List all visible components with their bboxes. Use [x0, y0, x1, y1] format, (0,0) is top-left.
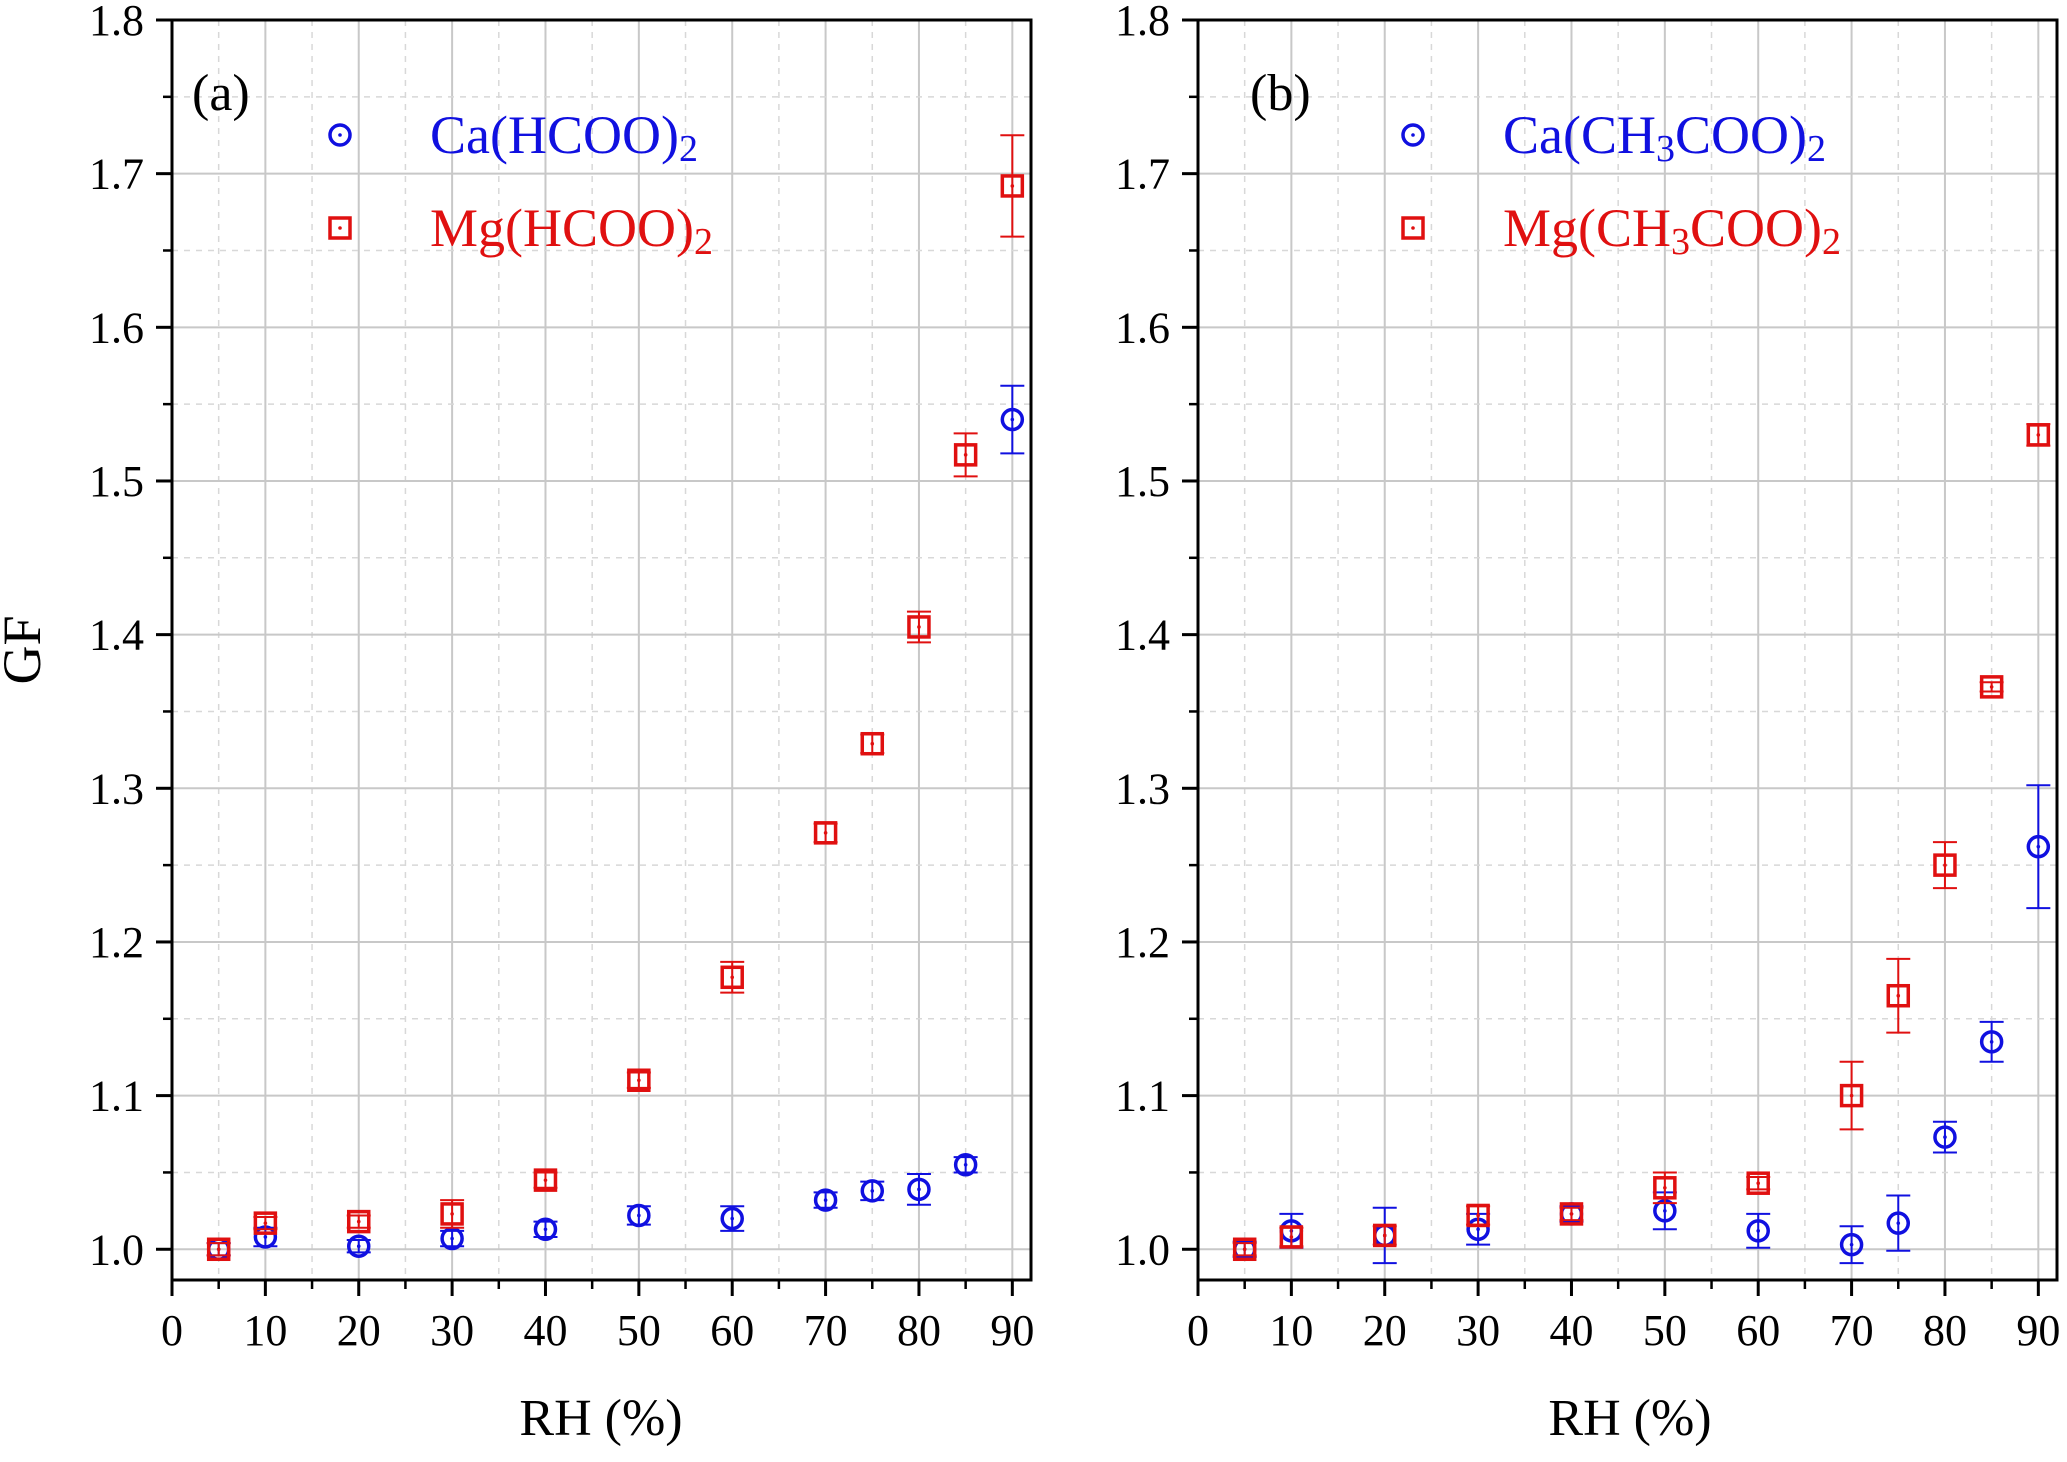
series-1: [206, 134, 1025, 1262]
y-tick-label: 1.5: [1115, 457, 1170, 506]
legend-item: Mg(CH3COO)2: [1401, 198, 1841, 263]
data-point: [1746, 1219, 1770, 1243]
x-tick-label: 20: [1363, 1306, 1407, 1355]
data-point: [907, 1177, 931, 1202]
panel-b: 0 10 20 30 40 50 60 70 80 90 1.0 1.1 1.2 1.3 1.4 1.5 1.6…: [1115, 0, 2060, 1355]
y-tick-label: 1.2: [89, 918, 144, 967]
y-tick-label: 1.6: [1115, 303, 1170, 352]
y-tick-label: 1.1: [89, 1072, 144, 1121]
data-point: [953, 1153, 978, 1177]
x-tick-label: 80: [897, 1306, 941, 1355]
data-point: [720, 1206, 744, 1231]
y-tick-label: 1.4: [89, 611, 144, 660]
legend-item: Ca(HCOO)2: [328, 105, 698, 170]
data-point: [813, 821, 838, 845]
x-tick-label: 40: [1549, 1306, 1593, 1355]
x-tick-label: 80: [1923, 1306, 1967, 1355]
y-tick-label: 1.3: [89, 764, 144, 813]
data-point: [1746, 1171, 1770, 1195]
data-point: [346, 1234, 371, 1258]
data-point: [440, 1202, 464, 1226]
data-point: [1886, 1211, 1911, 1235]
legend-label: Mg(CH3COO)2: [1503, 198, 1841, 263]
x-tick-label: 90: [990, 1306, 1034, 1355]
legend-label: Ca(CH3COO)2: [1503, 105, 1826, 170]
series-0: [206, 384, 1025, 1262]
x-tick-label: 10: [243, 1306, 287, 1355]
data-point: [860, 1179, 885, 1203]
data-point: [1933, 1125, 1957, 1149]
y-tick-label: 1.7: [1115, 150, 1170, 199]
data-point: [860, 731, 885, 756]
x-tick-label: 90: [2016, 1306, 2060, 1355]
x-axis-title-b: RH (%): [1548, 1390, 1711, 1447]
data-point: [953, 443, 978, 467]
data-point: [627, 1203, 651, 1228]
data-point: [1886, 983, 1911, 1008]
data-point: [720, 965, 744, 990]
y-tick-label: 1.2: [1115, 918, 1170, 967]
data-point: [1933, 853, 1957, 877]
x-tick-label: 10: [1269, 1306, 1313, 1355]
data-point: [533, 1217, 558, 1242]
x-tick-label: 50: [1643, 1306, 1687, 1355]
plot-frame: [170, 18, 1033, 1282]
x-tick-label: 20: [337, 1306, 381, 1355]
data-point: [1839, 1232, 1864, 1257]
grid: [1197, 19, 2057, 1280]
x-tick-label: 30: [430, 1306, 474, 1355]
legend-item: Ca(CH3COO)2: [1401, 105, 1826, 170]
data-point: [2026, 423, 2051, 447]
data-point: [1839, 1083, 1864, 1108]
y-tick-label: 1.1: [1115, 1072, 1170, 1121]
legend-label: Ca(HCOO)2: [430, 105, 698, 170]
data-point: [1979, 675, 2004, 699]
y-tick-label: 1.8: [89, 0, 144, 45]
y-tick-label: 1.0: [1115, 1225, 1170, 1274]
y-tick-label: 1.5: [89, 457, 144, 506]
x-tick-label: 70: [804, 1306, 848, 1355]
data-point: [907, 615, 931, 639]
data-point: [1979, 1030, 2004, 1054]
data-point: [1559, 1202, 1584, 1226]
x-tick-label: 60: [710, 1306, 754, 1355]
x-tick-label: 40: [523, 1306, 567, 1355]
data-point: [1000, 174, 1025, 198]
x-tick-label: 0: [1187, 1306, 1209, 1355]
data-point: [1232, 1237, 1257, 1262]
legend-label: Mg(HCOO)2: [430, 198, 713, 263]
x-tick-label: 30: [1456, 1306, 1500, 1355]
panel-a: 0 10 20 30 40 50 60 70 80 90 1.0 1.1 1.2 1.3 1.4 1.5 1.6…: [89, 0, 1034, 1355]
panel-label: (a): [192, 65, 250, 122]
data-point: [206, 1237, 231, 1262]
data-point: [253, 1211, 278, 1235]
panel-label: (b): [1250, 65, 1311, 122]
plot-frame: [1196, 18, 2059, 1282]
x-axis-title-a: RH (%): [519, 1390, 682, 1447]
y-tick-label: 1.4: [1115, 611, 1170, 660]
y-tick-label: 1.0: [89, 1225, 144, 1274]
y-tick-label: 1.8: [1115, 0, 1170, 45]
y-tick-label: 1.7: [89, 150, 144, 199]
x-tick-label: 0: [161, 1306, 183, 1355]
data-point: [1000, 407, 1025, 432]
y-tick-label: 1.6: [89, 303, 144, 352]
y-tick-label: 1.3: [1115, 764, 1170, 813]
x-tick-label: 50: [617, 1306, 661, 1355]
data-point: [533, 1168, 558, 1192]
y-axis-title: GF: [0, 615, 52, 684]
legend-item: Mg(HCOO)2: [328, 198, 713, 263]
data-point: [346, 1209, 371, 1234]
x-tick-label: 70: [1830, 1306, 1874, 1355]
data-point: [1466, 1203, 1490, 1228]
x-tick-label: 60: [1736, 1306, 1780, 1355]
data-point: [813, 1188, 838, 1212]
data-point: [1653, 1176, 1677, 1200]
series-1: [1232, 423, 2051, 1262]
data-point: [1279, 1225, 1304, 1249]
data-point: [1372, 1223, 1397, 1248]
data-point: [627, 1068, 651, 1092]
data-point: [2026, 834, 2051, 859]
